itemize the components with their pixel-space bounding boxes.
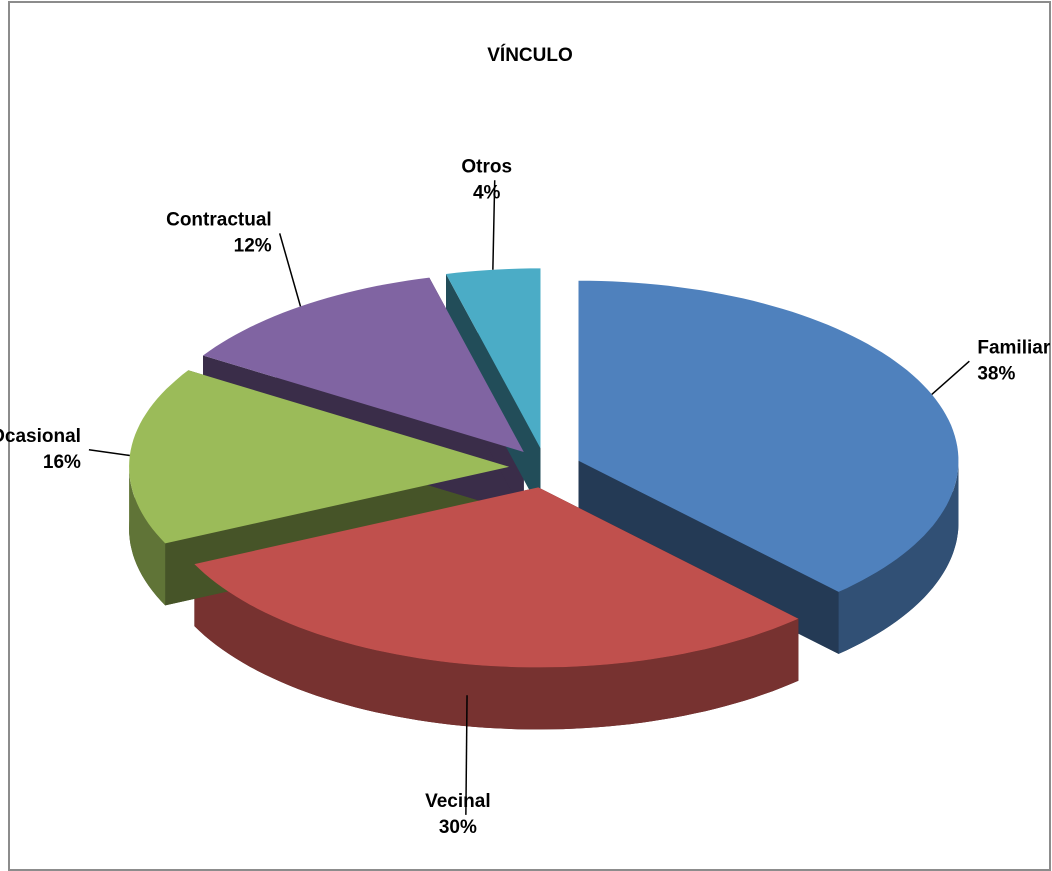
slice-wall [838,460,959,654]
slice-wall [194,564,799,730]
data-label-name: Vecinal [425,791,491,812]
data-label-value: 4% [473,182,501,203]
data-label-name: Familiar [977,337,1050,358]
slice [446,268,541,449]
slice-cut [578,460,839,654]
data-label-name: Ocasional [0,426,81,447]
data-label-value: 30% [439,817,477,838]
slice [578,280,959,592]
leader-line [492,180,496,270]
slice-cut [446,274,541,511]
data-label-value: 12% [234,235,272,256]
slice [194,487,799,668]
data-label-name: Otros [461,156,512,177]
slice-wall [129,466,166,606]
slice [129,370,510,544]
leader-line [278,233,302,307]
slice [203,277,524,452]
leader-line [88,449,130,457]
leader-line [465,695,468,815]
data-label-value: 16% [43,452,81,473]
data-label-name: Contractual [166,209,272,230]
chart-title: VÍNCULO [487,44,573,66]
leader-line [931,360,970,396]
data-label-value: 38% [977,363,1015,384]
